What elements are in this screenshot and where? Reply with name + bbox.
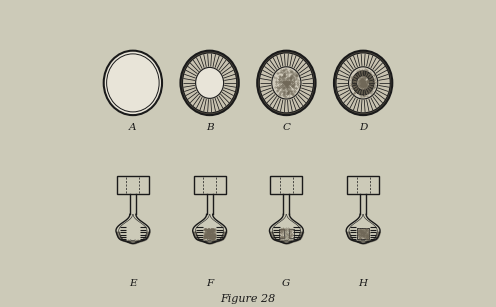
Text: F: F [206, 279, 213, 289]
Ellipse shape [104, 51, 162, 115]
Text: D: D [359, 123, 368, 132]
Ellipse shape [357, 76, 370, 90]
Bar [203, 228, 216, 239]
Ellipse shape [259, 53, 313, 113]
Text: E: E [129, 279, 137, 289]
Ellipse shape [334, 51, 392, 115]
Bar [347, 176, 379, 194]
Ellipse shape [352, 71, 374, 95]
Bar [357, 228, 369, 239]
Bar [279, 229, 284, 238]
Bar [270, 176, 303, 194]
Ellipse shape [257, 51, 315, 115]
Text: B: B [206, 123, 213, 132]
Ellipse shape [349, 67, 378, 99]
Text: G: G [282, 279, 291, 289]
Text: Figure 28: Figure 28 [220, 294, 276, 304]
Ellipse shape [183, 53, 237, 113]
Text: H: H [359, 279, 368, 289]
Bar [193, 176, 226, 194]
Ellipse shape [272, 67, 301, 99]
Text: C: C [282, 123, 290, 132]
Ellipse shape [195, 68, 224, 98]
Ellipse shape [107, 54, 159, 112]
Bar [289, 229, 294, 238]
Ellipse shape [181, 51, 239, 115]
Text: A: A [129, 123, 136, 132]
Ellipse shape [336, 53, 390, 113]
Bar [117, 176, 149, 194]
